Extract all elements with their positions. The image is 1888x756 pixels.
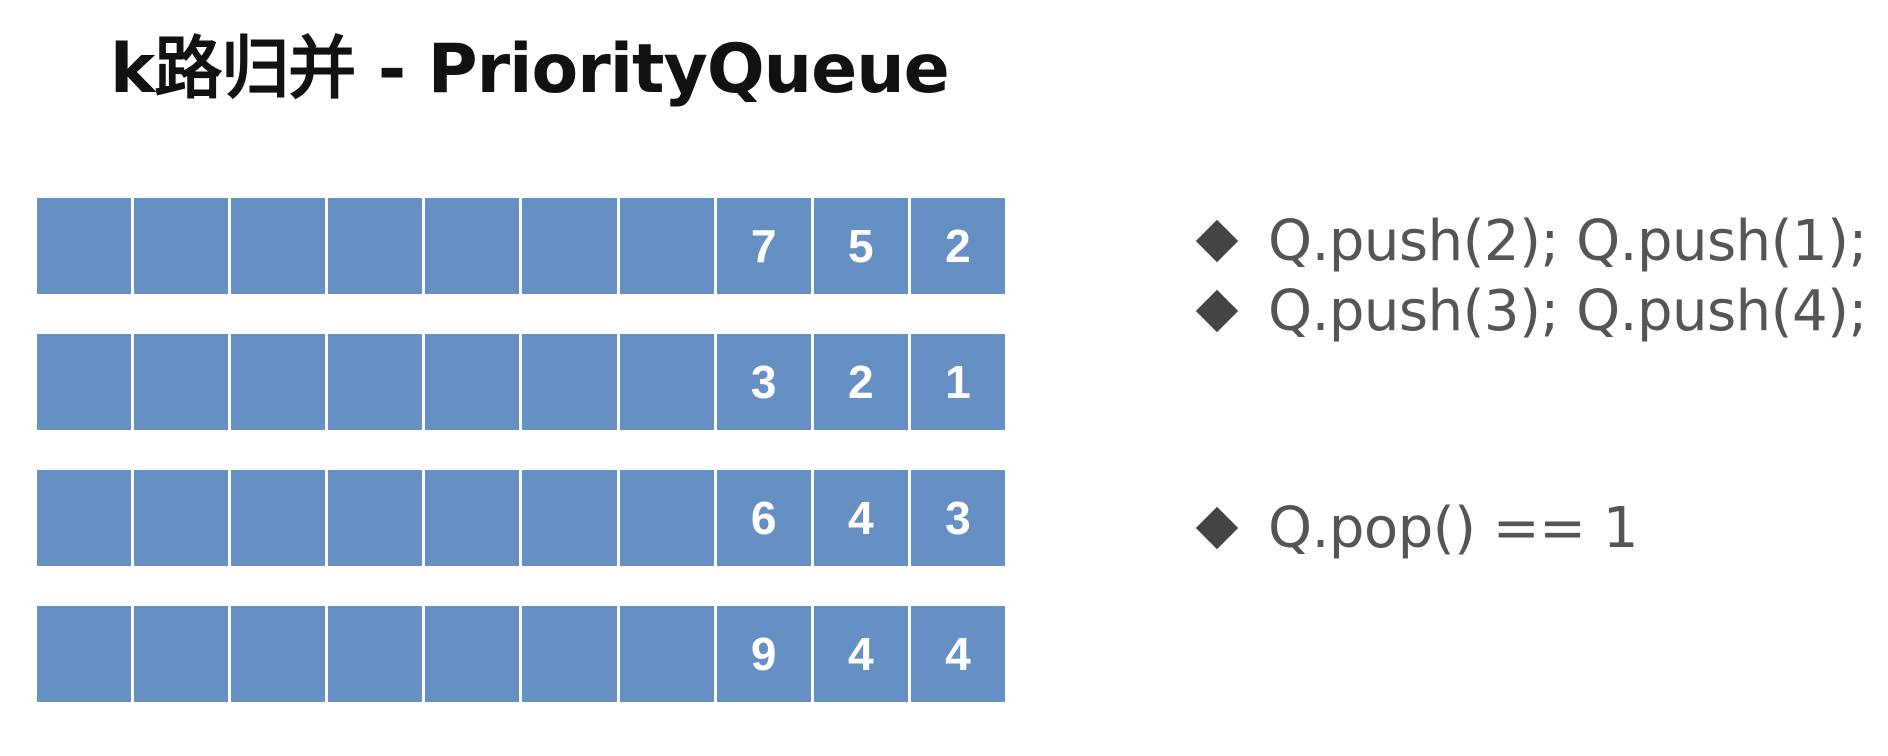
- array-cell: [231, 606, 326, 702]
- array-cell: 4: [813, 606, 908, 702]
- array-cell: [37, 606, 132, 702]
- array-cell: [619, 198, 714, 294]
- slide-title: k路归并 - PriorityQueue: [110, 30, 950, 109]
- array-cell: [328, 606, 423, 702]
- operation-item: Q.pop() == 1: [1192, 492, 1639, 564]
- array-cell: [134, 470, 229, 566]
- diamond-bullet-icon: [1195, 289, 1239, 333]
- array-cell: [231, 334, 326, 430]
- operation-text: Q.push(2); Q.push(1);: [1268, 208, 1867, 274]
- array-cell: 4: [910, 606, 1005, 702]
- array-cell: 2: [910, 198, 1005, 294]
- array-cell: [619, 606, 714, 702]
- operation-text: Q.push(3); Q.push(4);: [1268, 278, 1867, 344]
- array-cell: 1: [910, 334, 1005, 430]
- array-cell: [619, 470, 714, 566]
- operation-item: Q.push(3); Q.push(4);: [1192, 275, 1867, 347]
- array-cell: 2: [813, 334, 908, 430]
- array-cell: [522, 606, 617, 702]
- array-cell: [37, 470, 132, 566]
- array-cell: [522, 470, 617, 566]
- array-cell: [522, 198, 617, 294]
- array-cell: [425, 334, 520, 430]
- array-cell: [425, 470, 520, 566]
- array-cell: [231, 198, 326, 294]
- array-cell: 6: [716, 470, 811, 566]
- array-cell: 9: [716, 606, 811, 702]
- array-row-1: 7 5 2: [37, 198, 1005, 294]
- diamond-bullet-icon: [1195, 219, 1239, 263]
- array-cell: 4: [813, 470, 908, 566]
- array-cell: [425, 198, 520, 294]
- array-cell: [522, 334, 617, 430]
- array-row-2: 3 2 1: [37, 334, 1005, 430]
- array-cell: [37, 198, 132, 294]
- array-cell: 7: [716, 198, 811, 294]
- array-cell: [134, 198, 229, 294]
- array-cell: [619, 334, 714, 430]
- array-cell: [37, 334, 132, 430]
- array-cell: [231, 470, 326, 566]
- array-cell: [328, 470, 423, 566]
- operation-item: Q.push(2); Q.push(1);: [1192, 205, 1867, 277]
- array-cell: [328, 334, 423, 430]
- array-cell: 3: [716, 334, 811, 430]
- array-cell: [425, 606, 520, 702]
- array-cell: [328, 198, 423, 294]
- sorted-arrays: 7 5 2 3 2 1 6 4 3 9 4 4: [37, 198, 1005, 702]
- array-cell: [134, 606, 229, 702]
- array-cell: 3: [910, 470, 1005, 566]
- array-row-4: 9 4 4: [37, 606, 1005, 702]
- operation-text: Q.pop() == 1: [1268, 495, 1639, 561]
- diamond-bullet-icon: [1195, 506, 1239, 550]
- array-cell: 5: [813, 198, 908, 294]
- array-row-3: 6 4 3: [37, 470, 1005, 566]
- array-cell: [134, 334, 229, 430]
